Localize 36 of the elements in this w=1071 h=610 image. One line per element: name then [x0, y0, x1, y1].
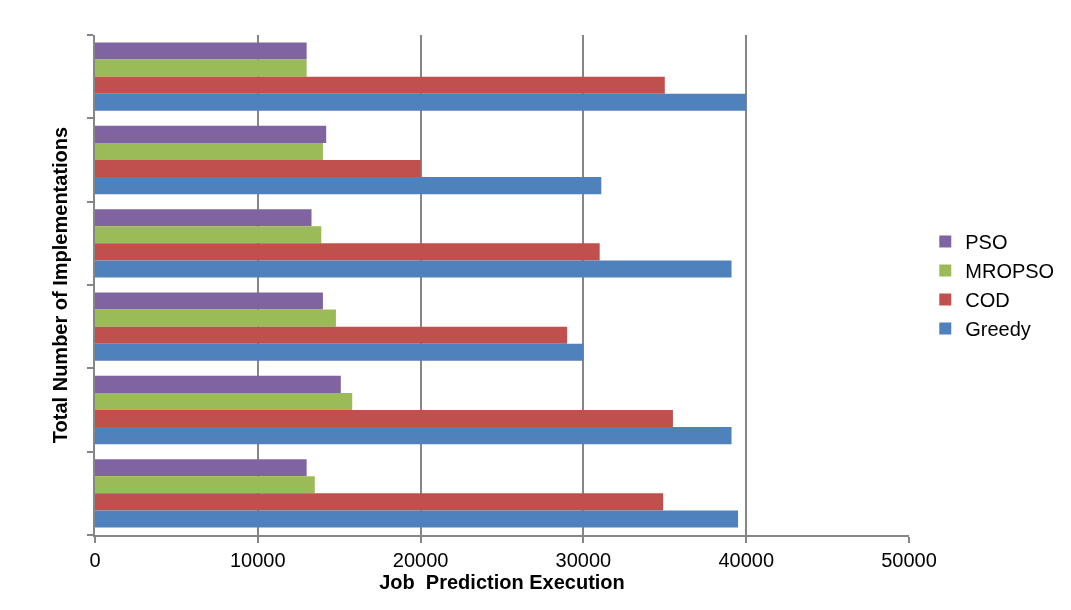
bar	[95, 226, 322, 244]
x-tick-label: 50000	[881, 549, 937, 571]
bar	[95, 343, 584, 361]
bar	[95, 427, 732, 445]
bar	[95, 177, 602, 195]
bar	[95, 76, 665, 94]
bar	[95, 59, 307, 77]
x-tick-label: 10000	[229, 549, 286, 571]
x-tick-label: 40000	[718, 549, 775, 571]
bar	[95, 125, 327, 143]
x-tick-label: 0	[89, 549, 101, 571]
bar	[95, 459, 307, 477]
bar	[95, 209, 312, 227]
bar	[95, 93, 747, 111]
bar	[95, 42, 307, 60]
bar	[95, 309, 336, 327]
bar	[95, 260, 732, 278]
y-axis-title: Total Number of Implementations	[49, 126, 71, 444]
bar	[95, 493, 664, 511]
legend-label: COD	[965, 289, 1010, 312]
x-tick-label: 30000	[555, 549, 612, 571]
bar	[95, 326, 568, 344]
bar	[95, 510, 739, 528]
bar	[95, 410, 673, 428]
bar	[95, 243, 600, 261]
bar	[95, 476, 315, 494]
bar	[95, 142, 323, 160]
legend-label: Greedy	[965, 318, 1031, 341]
bar	[95, 292, 323, 310]
bar	[95, 392, 353, 410]
bar	[95, 160, 421, 178]
legend-label: MROPSO	[965, 260, 1055, 283]
x-axis-title: Job Prediction Execution	[379, 571, 625, 593]
x-tick-label: 20000	[392, 549, 449, 571]
legend-label: PSO	[965, 231, 1008, 254]
bar	[95, 375, 341, 393]
